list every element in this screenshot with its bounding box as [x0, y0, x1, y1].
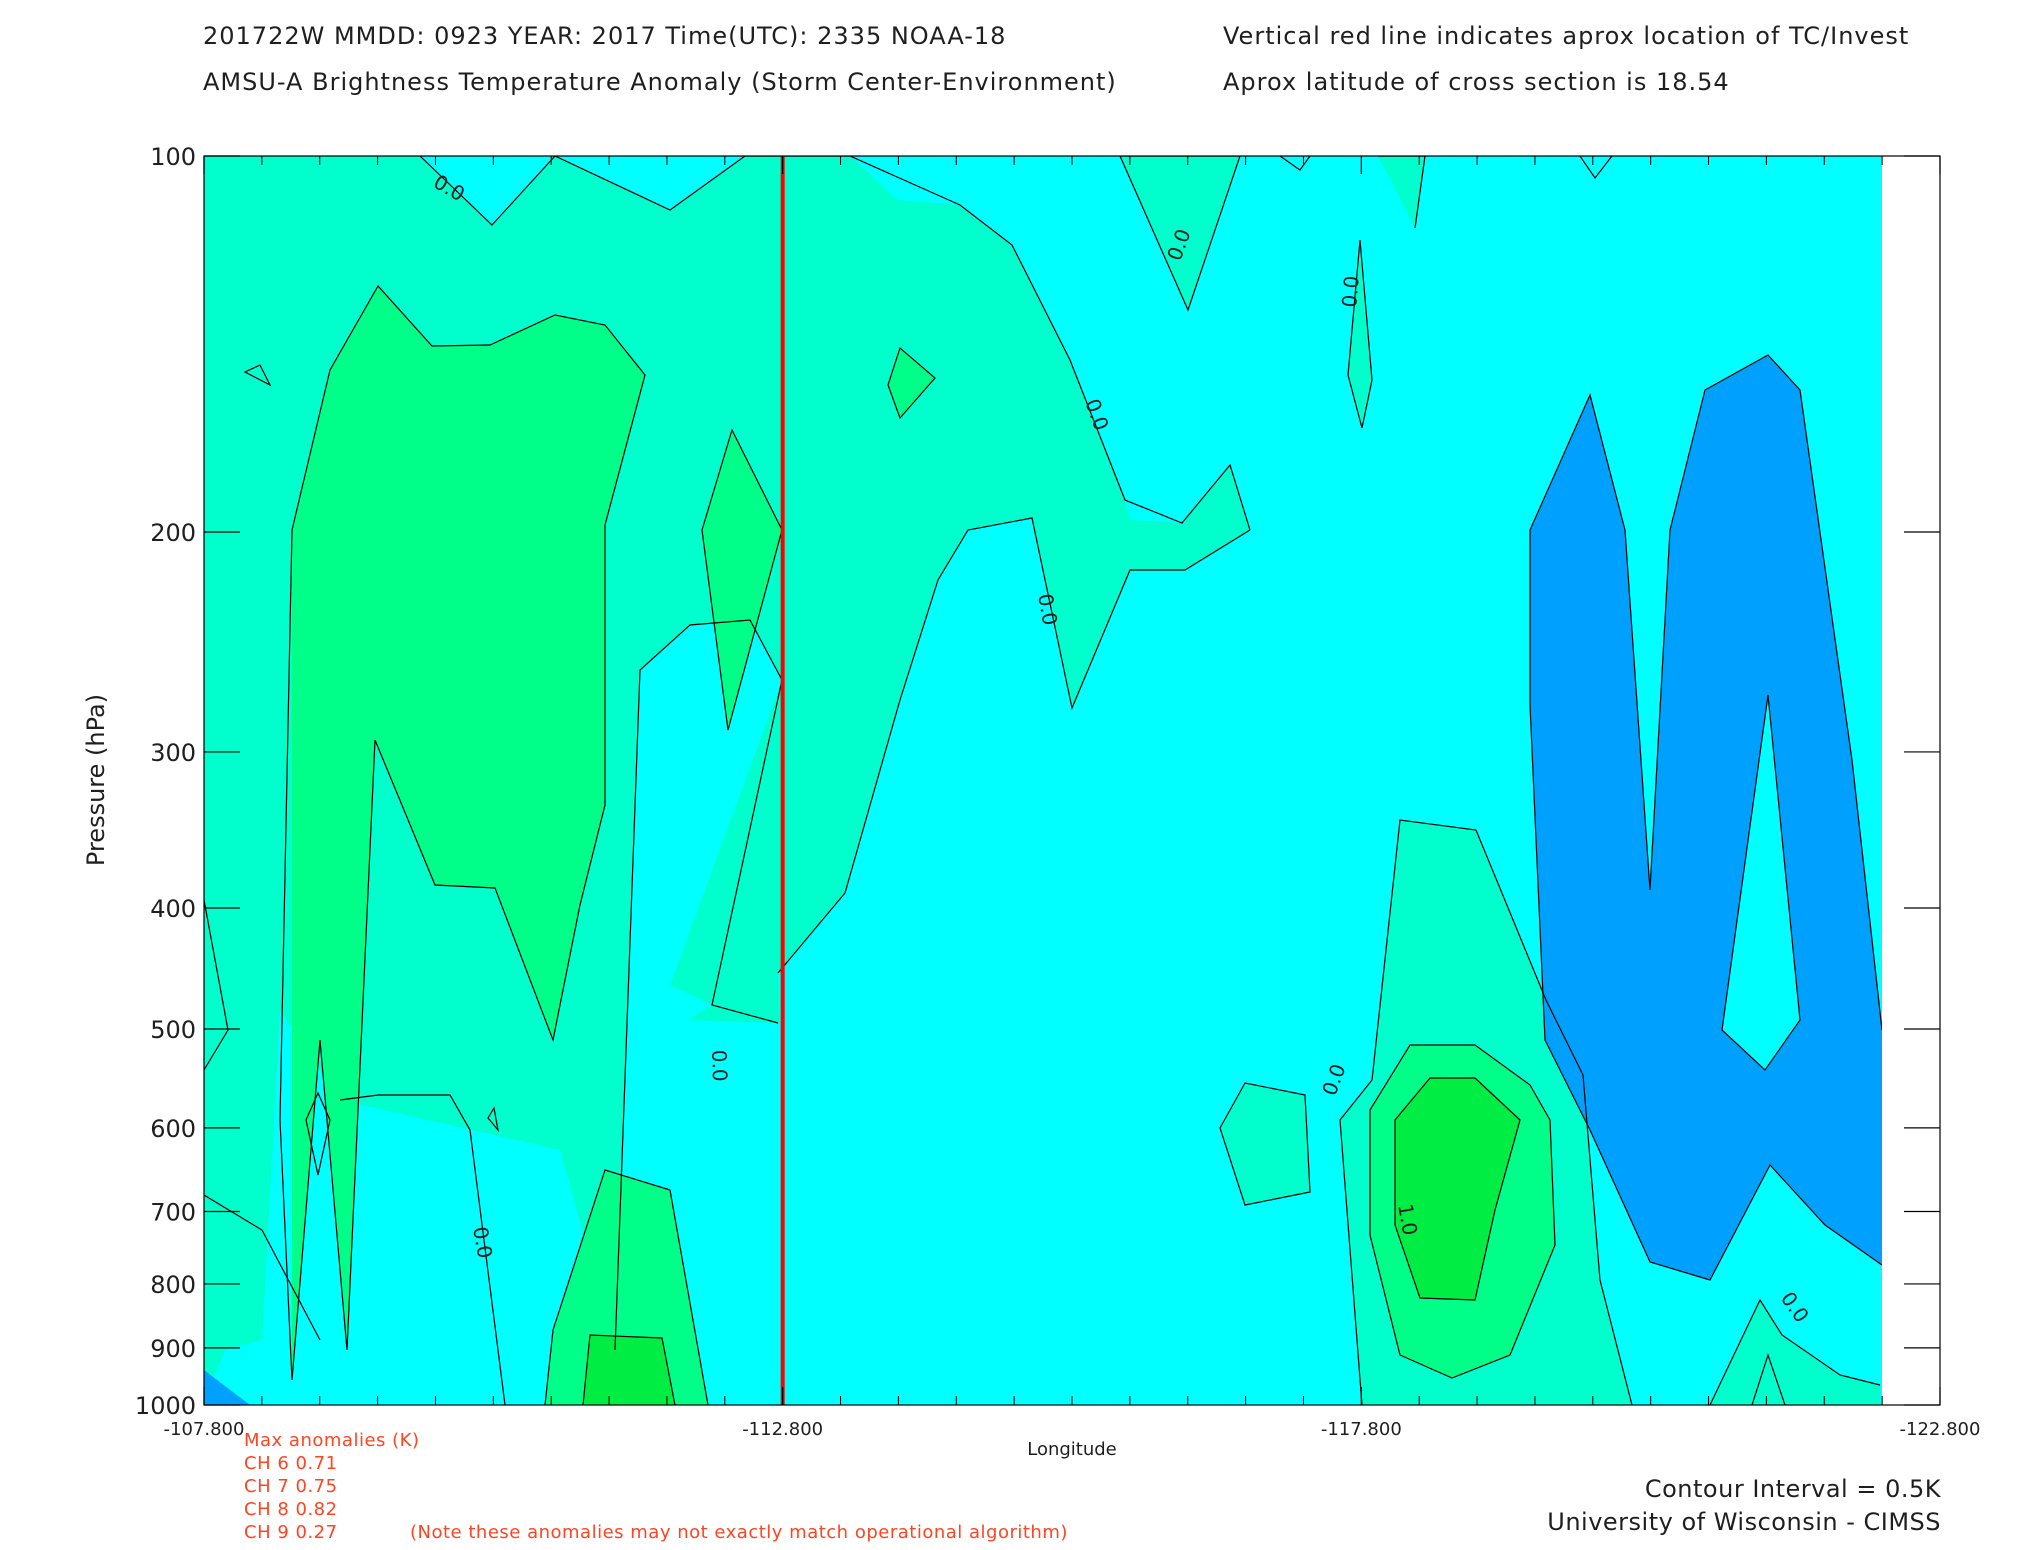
contour-line: [1529, 354, 1882, 1031]
contour-level-neg10-neg05-right: [1530, 355, 1882, 1280]
y-tick-label: 500: [150, 1016, 196, 1044]
contour-label: 0.0: [707, 1049, 732, 1082]
x-axis-title: Longitude: [1027, 1439, 1117, 1460]
contour-level-neg10-neg05-hole: [1722, 695, 1800, 1070]
contour-line: [1369, 1044, 1556, 1379]
contour-line: [243, 364, 272, 387]
x-axis: -107.800 -112.800 -117.800 -122.800: [164, 156, 1981, 1440]
contour-level-0-05-right-small: [1220, 1083, 1310, 1205]
contour-level-neg10-neg05-corner: [204, 1370, 250, 1405]
x-tick-label: -112.800: [742, 1419, 823, 1440]
y-tick-label: 900: [150, 1335, 196, 1363]
anomaly-row-ch8: CH 8 0.82: [244, 1499, 338, 1520]
x-tick-label: -117.800: [1321, 1419, 1402, 1440]
contour-line: [487, 1106, 499, 1133]
contour-line: [1394, 1077, 1521, 1301]
contour-line: [1378, 156, 1426, 229]
contour-line: [1579, 156, 1613, 180]
y-tick-label: 800: [150, 1271, 196, 1299]
anomaly-row-ch9: CH 9 0.27: [244, 1522, 338, 1543]
contour-line: [1339, 819, 1633, 1405]
contour-line: [305, 1091, 331, 1176]
contour-lines: [204, 156, 1882, 1405]
y-axis: 100 200 300 400 500 600 700 800 900 1000: [135, 143, 1940, 1420]
contour-line: [614, 619, 783, 1351]
contour-line: [204, 899, 229, 1071]
contour-level-0-05-thin: [1348, 240, 1372, 428]
contour-level-05-10-center: [702, 430, 782, 730]
contour-line: [1279, 156, 1311, 171]
y-tick-label: 400: [150, 895, 196, 923]
header-latitude-note: Aprox latitude of cross section is 18.54: [1223, 68, 1730, 96]
contour-line: [777, 517, 1251, 974]
contour-label: 0.0: [1337, 275, 1364, 309]
y-tick-label: 300: [150, 739, 196, 767]
contour-level-10-15-lower-left: [583, 1335, 675, 1405]
header-title-line1: 201722W MMDD: 0923 YEAR: 2017 Time(UTC):…: [203, 22, 1007, 50]
anomalies-title: Max anomalies (K): [244, 1430, 420, 1451]
y-tick-label: 100: [150, 143, 196, 171]
contour-line: [1529, 530, 1882, 1281]
contour-level-0-05-right-bottom: [1710, 1300, 1880, 1405]
y-tick-label: 200: [150, 519, 196, 547]
contour-line: [1347, 239, 1373, 429]
contour-line: [279, 284, 646, 1381]
contour-interval-label: Contour Interval = 0.5K: [1644, 1475, 1941, 1503]
institution-label: University of Wisconsin - CIMSS: [1547, 1508, 1941, 1536]
y-tick-label: 700: [150, 1199, 196, 1227]
contour-line: [339, 1094, 506, 1405]
contour-level-05-10-lower-left: [545, 1170, 708, 1405]
contour-line: [1119, 156, 1241, 312]
contour-label: 0.0: [468, 1225, 497, 1260]
header-tc-note: Vertical red line indicates aprox locati…: [1223, 22, 1910, 50]
contour-line: [419, 156, 1251, 531]
contour-line: [1721, 694, 1801, 1071]
contour-line: [1709, 1298, 1881, 1405]
contour-line: [582, 1334, 676, 1405]
contour-fills: [204, 156, 1882, 1405]
contour-label: 0.0: [1033, 592, 1062, 627]
contour-line: [887, 346, 936, 420]
x-tick-label: -107.800: [164, 1419, 245, 1440]
contour-level-0-05-top-right2: [1378, 156, 1425, 228]
contour-level-0-05-top-right: [1120, 156, 1240, 310]
contour-level-05-10-left: [292, 286, 645, 1380]
header-title-line2: AMSU-A Brightness Temperature Anomaly (S…: [203, 68, 1117, 96]
contour-line: [1751, 1353, 1786, 1405]
x-tick-label: -122.800: [1900, 1419, 1981, 1440]
contour-line: [544, 1169, 709, 1405]
contour-line: [204, 1194, 321, 1341]
anomaly-row-ch7: CH 7 0.75: [244, 1476, 338, 1497]
contour-level-10-15-lower-right: [1395, 1078, 1520, 1300]
y-tick-label: 600: [150, 1115, 196, 1143]
anomalies-note: (Note these anomalies may not exactly ma…: [410, 1522, 1068, 1543]
y-tick-label: 1000: [135, 1392, 196, 1420]
contour-line: [1219, 1082, 1311, 1206]
y-axis-title: Pressure (hPa): [82, 694, 110, 866]
contour-label: 1.0: [1393, 1202, 1422, 1237]
contour-level-05-10-small-top: [888, 348, 935, 418]
anomaly-row-ch6: CH 6 0.71: [244, 1453, 338, 1474]
